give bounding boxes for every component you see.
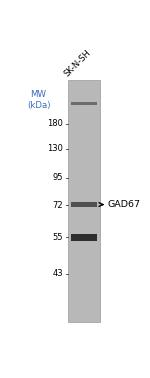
Bar bbox=[71, 202, 97, 207]
Bar bbox=[71, 102, 97, 105]
Bar bbox=[68, 80, 100, 322]
Text: 180: 180 bbox=[47, 119, 63, 129]
Text: 55: 55 bbox=[52, 233, 63, 242]
Text: 72: 72 bbox=[52, 201, 63, 210]
Bar bbox=[71, 234, 97, 241]
Text: 95: 95 bbox=[52, 173, 63, 182]
Text: MW: MW bbox=[30, 90, 46, 99]
Text: 43: 43 bbox=[52, 270, 63, 278]
Text: GAD67: GAD67 bbox=[99, 200, 140, 209]
Text: (kDa): (kDa) bbox=[27, 101, 50, 110]
Text: SK-N-SH: SK-N-SH bbox=[63, 48, 93, 79]
Text: 130: 130 bbox=[47, 144, 63, 153]
